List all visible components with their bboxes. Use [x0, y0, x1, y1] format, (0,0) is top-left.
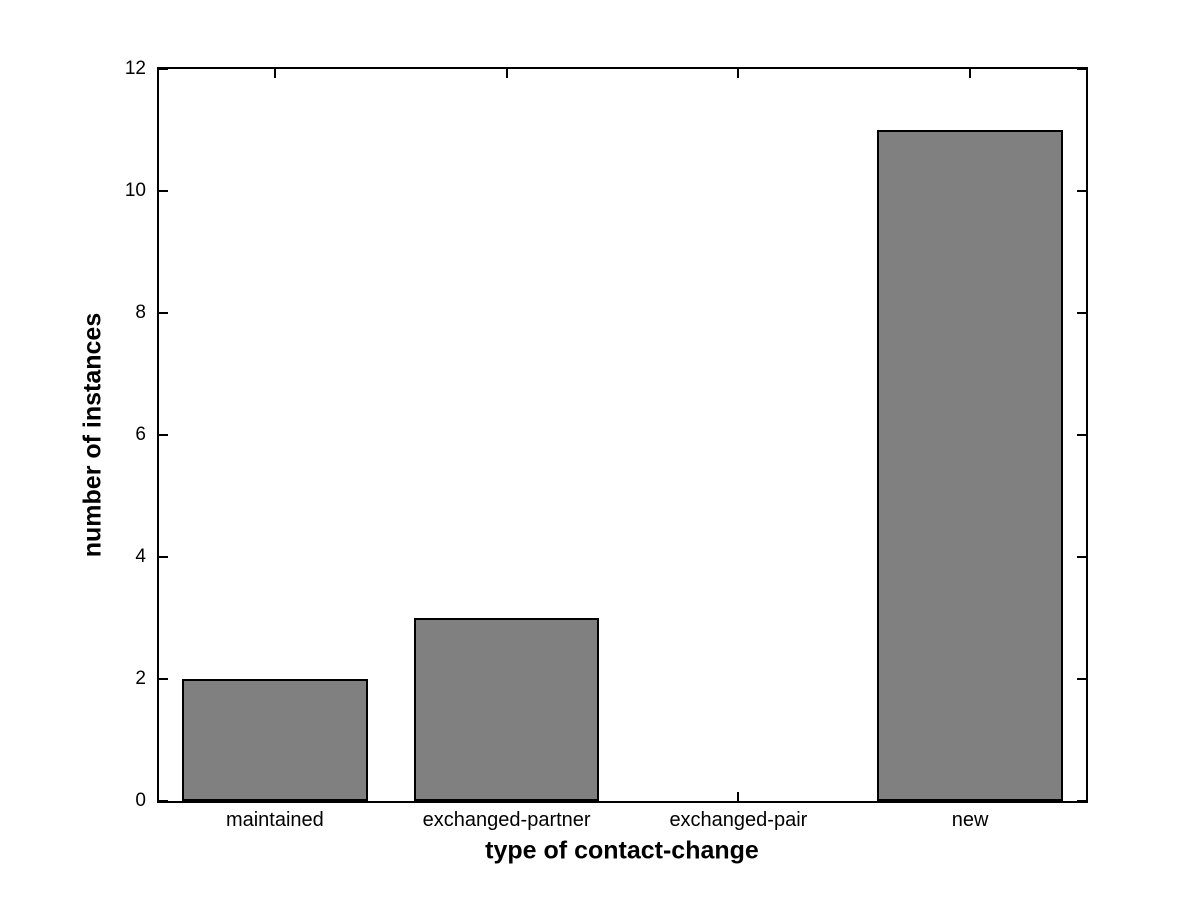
x-tick-mark-top — [737, 69, 740, 78]
x-axis-label: type of contact-change — [485, 836, 759, 865]
y-tick-mark-left — [159, 68, 168, 70]
y-tick-mark-right — [1077, 556, 1086, 558]
x-tick-mark-top — [505, 69, 508, 78]
y-tick-label: 12 — [124, 58, 146, 79]
x-tick-mark-top — [969, 69, 972, 78]
bar-maintained — [182, 679, 368, 801]
y-tick-label: 4 — [135, 546, 146, 567]
y-tick-mark-right — [1077, 312, 1086, 314]
y-tick-mark-right — [1077, 800, 1086, 802]
y-tick-mark-right — [1077, 68, 1086, 70]
x-tick-mark-top — [273, 69, 276, 78]
y-tick-mark-left — [159, 312, 168, 314]
x-category-label: exchanged-pair — [669, 809, 808, 831]
x-category-label: new — [951, 809, 989, 831]
y-tick-label: 6 — [135, 424, 146, 445]
y-tick-label: 8 — [135, 302, 146, 323]
y-tick-mark-left — [159, 800, 168, 802]
bar-exchanged-partner — [413, 618, 600, 801]
y-tick-mark-left — [159, 678, 168, 680]
y-tick-mark-right — [1077, 678, 1086, 680]
x-tick-mark-bottom — [737, 792, 740, 801]
x-category-label: exchanged-partner — [422, 809, 591, 831]
y-tick-mark-left — [159, 190, 168, 192]
y-tick-mark-left — [159, 434, 168, 436]
y-tick-label: 10 — [124, 180, 146, 201]
y-tick-label: 2 — [135, 668, 146, 689]
y-tick-label: 0 — [135, 790, 146, 811]
y-tick-mark-right — [1077, 190, 1086, 192]
bar-new — [877, 130, 1063, 801]
y-tick-mark-right — [1077, 434, 1086, 436]
x-category-label: maintained — [225, 809, 324, 831]
y-tick-mark-left — [159, 556, 168, 558]
